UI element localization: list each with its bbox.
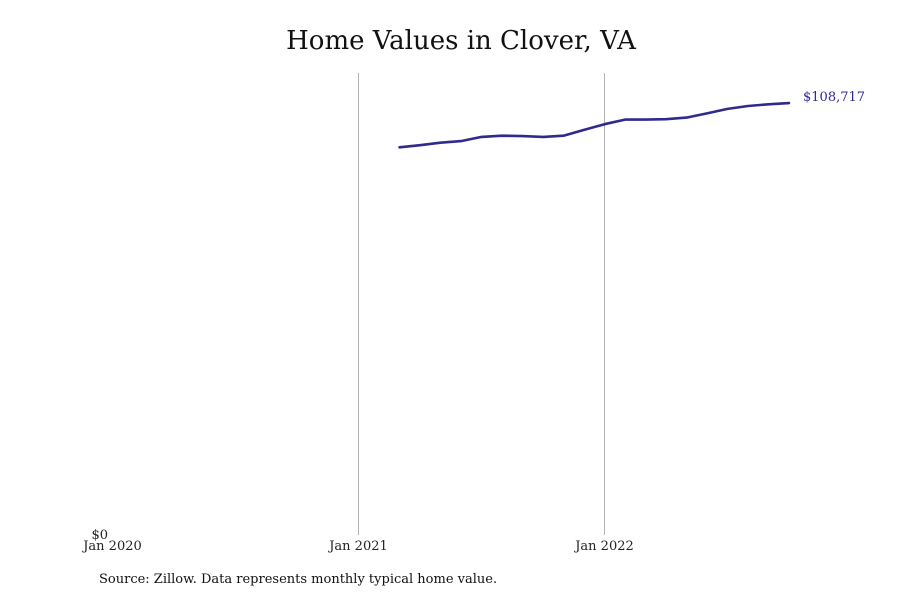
x-tick-label: Jan 2022 — [573, 539, 634, 554]
data-point — [644, 118, 646, 120]
data-point — [726, 108, 728, 110]
tick-labels: Jan 2020 Jan 2021 Jan 2022 $0 — [81, 528, 634, 554]
data-point — [542, 136, 544, 138]
chart-title: Home Values in Clover, VA — [286, 26, 636, 56]
gridlines — [358, 73, 605, 535]
data-point — [706, 112, 708, 114]
data-point — [603, 123, 605, 125]
data-point — [460, 140, 462, 142]
x-tick-label: Jan 2020 — [81, 539, 142, 554]
data-point — [521, 135, 523, 137]
data-point — [501, 135, 503, 137]
data-point — [747, 105, 749, 107]
data-point — [624, 118, 626, 120]
series-layer — [398, 101, 791, 149]
data-point — [583, 129, 585, 131]
end-value-label: $108,717 — [803, 90, 865, 105]
data-point — [480, 136, 482, 138]
y-tick-label: $0 — [91, 528, 108, 543]
source-note: Source: Zillow. Data represents monthly … — [99, 572, 498, 587]
data-point — [562, 135, 564, 137]
x-tick-label: Jan 2021 — [327, 539, 388, 554]
data-point — [665, 118, 667, 120]
data-point — [398, 146, 400, 148]
series-line — [398, 101, 791, 149]
data-point — [419, 144, 421, 146]
data-point — [439, 142, 441, 144]
data-point — [788, 102, 790, 104]
data-point — [767, 103, 769, 105]
data-point — [685, 116, 687, 118]
